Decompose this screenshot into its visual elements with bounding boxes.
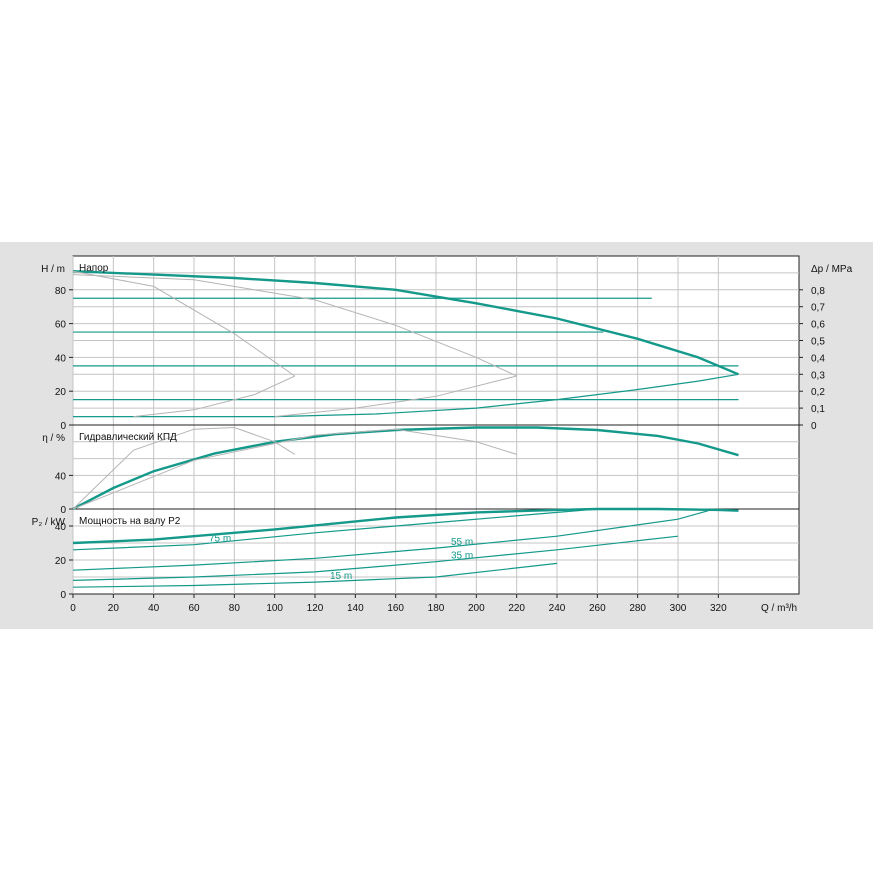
y2-tick-label: 0,4: [811, 353, 825, 364]
panel-1: [72, 424, 799, 509]
setpoint-curve: [72, 562, 558, 588]
setpoint-label: 35 m: [451, 551, 473, 562]
y-tick-label: 0: [60, 421, 66, 432]
reference-curve: [72, 426, 296, 510]
y-tick-label: 40: [55, 353, 67, 364]
x-tick-label: 0: [70, 603, 76, 614]
setpoint-curve: [73, 373, 739, 418]
reference-curve: [72, 274, 517, 377]
reference-curve: [274, 375, 517, 418]
setpoint-label: 15 m: [330, 571, 352, 582]
y2-tick-label: 0,2: [811, 387, 825, 398]
y-tick-label: 80: [55, 286, 67, 297]
panel-title-head: Напор: [79, 263, 109, 274]
y-axis-label-power: P₂ / kW: [32, 517, 66, 528]
y-axis-label-head: H / m: [41, 264, 65, 275]
reference-curve: [72, 428, 517, 510]
panel-title-power: Мощность на валу P2: [79, 516, 181, 527]
x-tick-label: 120: [307, 603, 324, 614]
x-tick-label: 160: [387, 603, 404, 614]
x-tick-label: 200: [468, 603, 485, 614]
y-tick-label: 40: [55, 471, 67, 482]
x-tick-label: 320: [710, 603, 727, 614]
y-tick-label: 20: [55, 556, 67, 567]
y2-tick-label: 0,1: [811, 404, 825, 415]
x-tick-label: 300: [670, 603, 687, 614]
max-curve: [72, 507, 739, 545]
reference-curve: [72, 270, 296, 377]
setpoint-curve: [72, 510, 709, 571]
y-tick-label: 20: [55, 387, 67, 398]
y2-tick-label: 0,5: [811, 337, 825, 348]
x-tick-label: 100: [266, 603, 283, 614]
reference-curve: [133, 375, 296, 418]
setpoint-curve: [72, 508, 598, 551]
max-curve: [72, 270, 739, 376]
series-group-0: [72, 270, 739, 418]
x-tick-label: 260: [589, 603, 606, 614]
x-tick-label: 240: [549, 603, 566, 614]
panel-title-efficiency: Гидравлический КПД: [79, 432, 177, 443]
y-tick-label: 0: [60, 590, 66, 601]
x-tick-label: 140: [347, 603, 364, 614]
y-tick-label: 0: [60, 505, 66, 516]
y2-tick-label: 0,8: [811, 286, 825, 297]
x-tick-label: 20: [108, 603, 120, 614]
x-tick-label: 60: [188, 603, 200, 614]
y2-tick-label: 0: [811, 421, 817, 432]
x-tick-label: 180: [428, 603, 445, 614]
series-group-2: 75 m 55 m 35 m 15 m: [72, 507, 739, 588]
y2-tick-label: 0,6: [811, 320, 825, 331]
y2-tick-label: 0,3: [811, 370, 825, 381]
setpoint-curve: [72, 535, 679, 581]
y-axis-label-efficiency: η / %: [42, 433, 65, 444]
setpoint-label: 55 m: [451, 537, 473, 548]
setpoint-label: 75 m: [209, 534, 231, 545]
series-group-1: [72, 426, 739, 511]
panel-0: [72, 256, 799, 425]
x-tick-label: 40: [148, 603, 160, 614]
x-tick-label: 80: [229, 603, 241, 614]
max-curve: [72, 426, 739, 511]
y2-axis-label-pressure: Δp / MPa: [811, 264, 853, 275]
x-tick-label: 220: [508, 603, 525, 614]
x-axis-label: Q / m³/h: [761, 603, 797, 614]
y2-tick-label: 0,7: [811, 303, 825, 314]
x-tick-label: 280: [629, 603, 646, 614]
y-tick-label: 40: [55, 522, 67, 533]
y-tick-label: 60: [55, 320, 67, 331]
